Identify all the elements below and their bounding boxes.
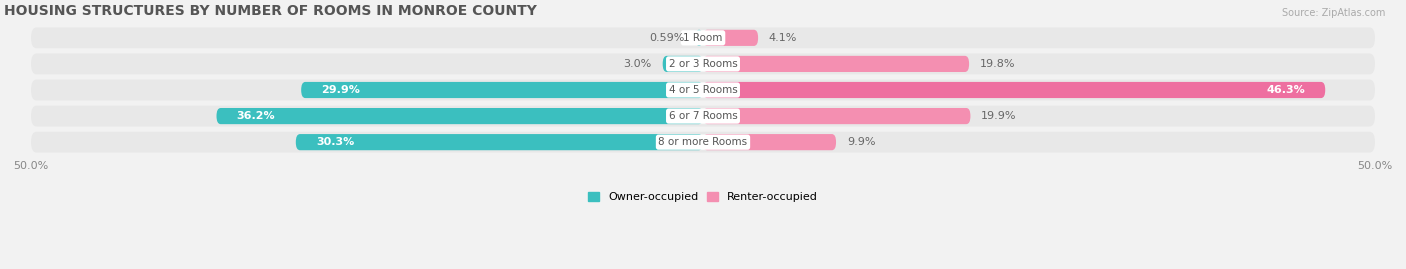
Legend: Owner-occupied, Renter-occupied: Owner-occupied, Renter-occupied	[583, 187, 823, 207]
FancyBboxPatch shape	[295, 134, 703, 150]
Text: 9.9%: 9.9%	[846, 137, 876, 147]
FancyBboxPatch shape	[31, 80, 1375, 100]
FancyBboxPatch shape	[31, 106, 1375, 126]
Text: 19.8%: 19.8%	[980, 59, 1015, 69]
Text: 4 or 5 Rooms: 4 or 5 Rooms	[669, 85, 737, 95]
FancyBboxPatch shape	[703, 56, 969, 72]
Text: 0.59%: 0.59%	[650, 33, 685, 43]
FancyBboxPatch shape	[703, 82, 1326, 98]
Text: 36.2%: 36.2%	[236, 111, 276, 121]
Text: 3.0%: 3.0%	[624, 59, 652, 69]
Text: 4.1%: 4.1%	[769, 33, 797, 43]
Text: 2 or 3 Rooms: 2 or 3 Rooms	[669, 59, 737, 69]
Text: 29.9%: 29.9%	[322, 85, 360, 95]
FancyBboxPatch shape	[217, 108, 703, 124]
Text: 46.3%: 46.3%	[1267, 85, 1305, 95]
FancyBboxPatch shape	[695, 30, 703, 46]
Text: 8 or more Rooms: 8 or more Rooms	[658, 137, 748, 147]
FancyBboxPatch shape	[662, 56, 703, 72]
Text: 19.9%: 19.9%	[981, 111, 1017, 121]
FancyBboxPatch shape	[31, 27, 1375, 48]
FancyBboxPatch shape	[31, 54, 1375, 74]
Text: Source: ZipAtlas.com: Source: ZipAtlas.com	[1281, 8, 1385, 18]
Text: 1 Room: 1 Room	[683, 33, 723, 43]
Text: 6 or 7 Rooms: 6 or 7 Rooms	[669, 111, 737, 121]
FancyBboxPatch shape	[31, 132, 1375, 153]
Text: 30.3%: 30.3%	[316, 137, 354, 147]
FancyBboxPatch shape	[703, 30, 758, 46]
Text: HOUSING STRUCTURES BY NUMBER OF ROOMS IN MONROE COUNTY: HOUSING STRUCTURES BY NUMBER OF ROOMS IN…	[4, 4, 537, 18]
FancyBboxPatch shape	[703, 108, 970, 124]
FancyBboxPatch shape	[301, 82, 703, 98]
FancyBboxPatch shape	[703, 134, 837, 150]
